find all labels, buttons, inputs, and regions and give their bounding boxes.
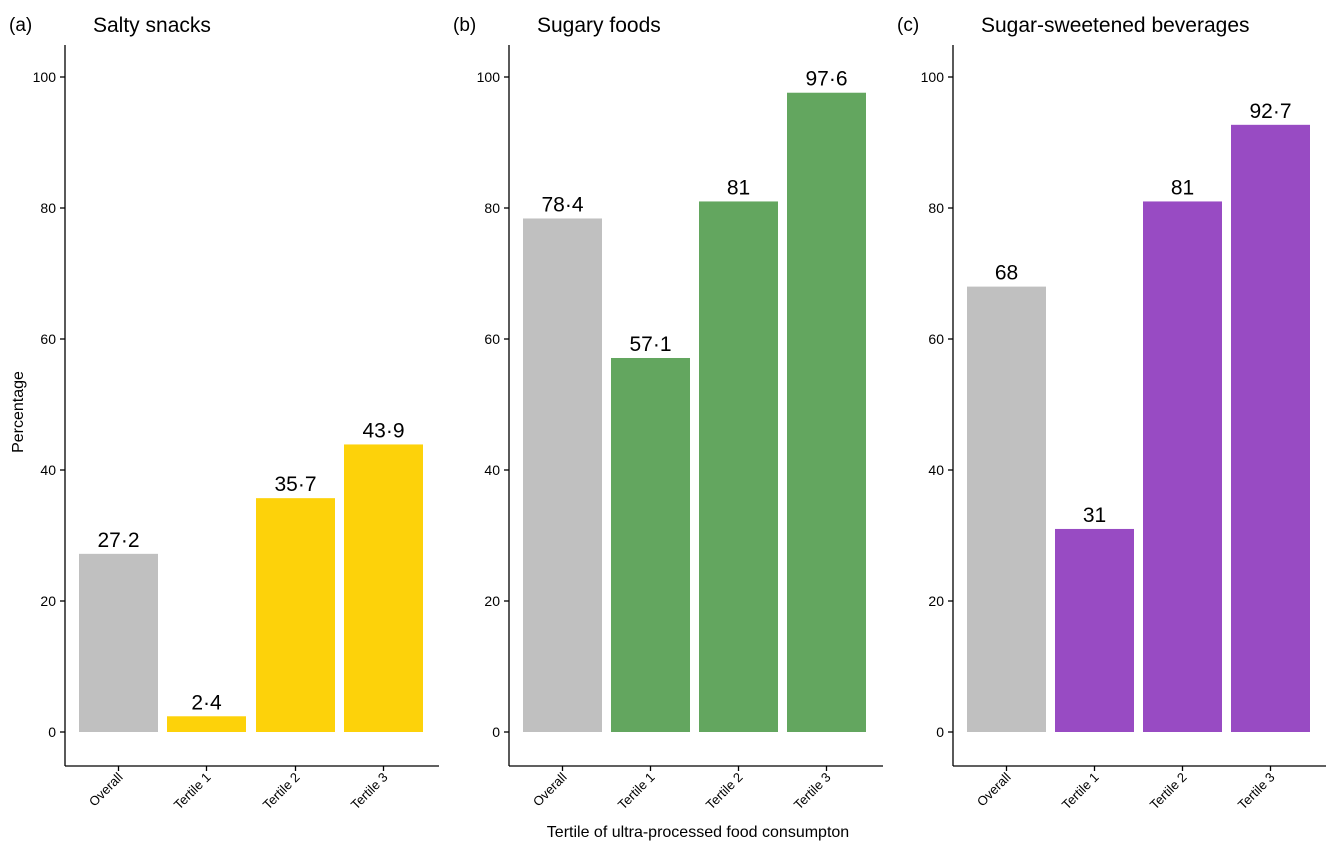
- y-tick-label: 0: [936, 724, 944, 740]
- y-tick-label: 40: [40, 462, 56, 478]
- y-tick-label: 20: [40, 593, 56, 609]
- y-tick-label: 0: [48, 724, 56, 740]
- x-tick-label: Tertile 3: [1235, 770, 1278, 813]
- data-label: 78·4: [541, 193, 583, 216]
- chart-panel-3: (c) Sugar-sweetened beverages 0 20 40 60 80 100…: [897, 14, 1326, 812]
- x-tick-label: Overall: [86, 769, 126, 809]
- bar: [787, 92, 866, 733]
- bar: [611, 357, 690, 732]
- chart-panel-2: (b) Sugary foods 0 20 40 60 80 100 78·4 Overall 57…: [453, 14, 883, 812]
- data-label: 57·1: [629, 333, 671, 356]
- panel-title: Sugar-sweetened beverages: [981, 14, 1250, 37]
- bar: [1231, 124, 1310, 732]
- panel-letter: (c): [897, 15, 919, 36]
- chart-panel-1: (a) Salty snacks 0 20 40 60 80 100 27·2 Overall 2·…: [9, 14, 439, 812]
- y-tick-label: 20: [928, 593, 944, 609]
- x-tick-label: Tertile 3: [348, 770, 391, 813]
- bar: [1055, 528, 1134, 732]
- bar: [523, 218, 602, 733]
- y-tick-label: 40: [484, 462, 500, 478]
- data-label: 97·6: [805, 68, 847, 91]
- bar: [967, 286, 1046, 732]
- y-tick-label: 100: [921, 69, 945, 85]
- data-label: 35·7: [274, 473, 316, 496]
- y-tick-label: 60: [40, 331, 56, 347]
- y-tick-label: 100: [477, 69, 501, 85]
- x-tick-label: Tertile 2: [703, 770, 746, 813]
- x-tick-label: Tertile 2: [1147, 770, 1190, 813]
- bar: [256, 498, 335, 732]
- y-tick-label: 80: [40, 200, 56, 216]
- x-tick-label: Overall: [974, 769, 1014, 809]
- x-tick-label: Tertile 1: [1059, 770, 1102, 813]
- data-label: 68: [995, 262, 1018, 285]
- y-tick-label: 60: [484, 331, 500, 347]
- data-label: 92·7: [1249, 100, 1291, 123]
- y-axis-title: Percentage: [10, 371, 27, 453]
- y-tick-label: 40: [928, 462, 944, 478]
- x-tick-label: Tertile 3: [791, 770, 834, 813]
- data-label: 81: [727, 176, 750, 199]
- bar: [1143, 201, 1222, 732]
- bar: [167, 716, 246, 732]
- panel-letter: (b): [453, 15, 476, 36]
- y-tick-label: 100: [33, 69, 57, 85]
- y-tick-label: 80: [928, 200, 944, 216]
- x-axis-title: Tertile of ultra-processed food consumpt…: [547, 824, 849, 841]
- panel-title: Sugary foods: [537, 14, 661, 37]
- chart-panels: (a) Salty snacks 0 20 40 60 80 100 27·2 Overall 2·…: [9, 14, 1326, 812]
- y-tick-label: 20: [484, 593, 500, 609]
- data-label: 2·4: [191, 691, 222, 714]
- data-label: 43·9: [362, 419, 404, 442]
- bar: [79, 553, 158, 732]
- x-tick-label: Tertile 2: [260, 770, 303, 813]
- y-tick-label: 0: [492, 724, 500, 740]
- data-label: 81: [1171, 176, 1194, 199]
- x-tick-label: Tertile 1: [615, 770, 658, 813]
- panel-letter: (a): [9, 15, 32, 36]
- data-label: 27·2: [97, 529, 139, 552]
- y-tick-label: 60: [928, 331, 944, 347]
- x-tick-label: Overall: [530, 769, 570, 809]
- data-label: 31: [1083, 504, 1106, 527]
- y-tick-label: 80: [484, 200, 500, 216]
- bar: [344, 444, 423, 732]
- bar: [699, 201, 778, 732]
- panel-title: Salty snacks: [93, 14, 211, 37]
- x-tick-label: Tertile 1: [171, 770, 214, 813]
